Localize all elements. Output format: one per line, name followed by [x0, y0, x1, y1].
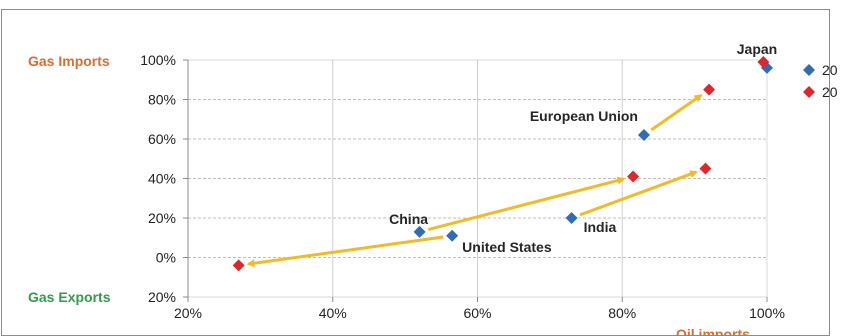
gas-exports-label: Gas Exports [28, 289, 111, 305]
legend-label: 20 [822, 84, 838, 100]
point-label: China [389, 211, 428, 227]
arrow [246, 235, 444, 268]
y-tick-label: 80% [148, 92, 176, 108]
gas-imports-label: Gas Imports [28, 53, 110, 69]
y-tick-label: 20% [148, 210, 176, 226]
y-tick-label: 60% [148, 131, 176, 147]
arrow [650, 94, 703, 132]
y-tick-label: 40% [148, 171, 176, 187]
point-series-b [757, 55, 770, 68]
point-series-a [446, 229, 459, 242]
x-tick-label: 80% [608, 305, 636, 321]
arrow [427, 176, 626, 232]
point-layer [232, 55, 773, 272]
x-axis-label: Oil imports [676, 326, 750, 336]
point-series-b [699, 162, 712, 175]
point-series-a [413, 225, 426, 238]
legend-label: 20 [822, 62, 838, 78]
label-layer: China United States India European Union Jap… [389, 41, 777, 255]
axis-layer: 20% 0% 20% 40% 60% 80% 100% 20% 40% 60% 80% 100% [140, 52, 785, 321]
point-label: Japan [737, 41, 777, 57]
x-tick-label: 60% [463, 305, 491, 321]
point-label: India [584, 219, 617, 235]
y-tick-label: 100% [140, 52, 176, 68]
point-series-a [565, 212, 578, 224]
x-tick-label: 20% [174, 305, 202, 321]
x-tick-label: 40% [319, 305, 347, 321]
arrow [579, 170, 698, 217]
point-series-b [627, 170, 640, 183]
y-tick-label: 0% [156, 250, 176, 266]
point-label: United States [462, 239, 552, 255]
legend-marker [803, 86, 815, 98]
arrow-layer [246, 94, 703, 268]
point-label: European Union [530, 108, 638, 124]
x-tick-label: 100% [749, 305, 785, 321]
point-series-b [232, 259, 245, 272]
y-tick-label: 20% [148, 289, 176, 305]
point-series-b [703, 83, 716, 96]
point-series-a [637, 129, 650, 142]
legend-marker [803, 64, 815, 76]
